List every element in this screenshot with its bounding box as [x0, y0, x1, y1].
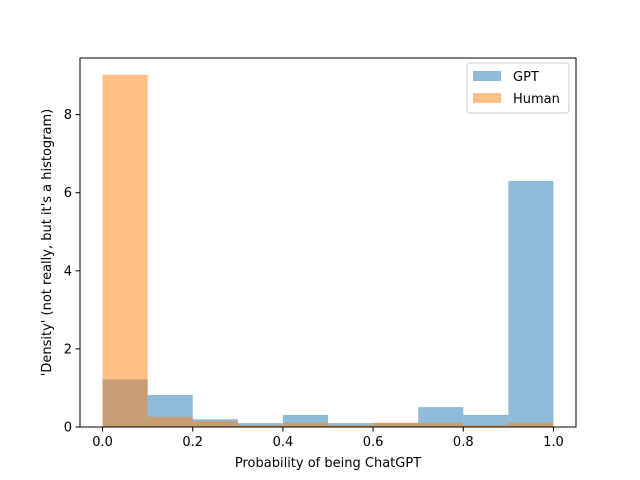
x-tick-label: 0.0 — [92, 435, 113, 450]
x-axis-ticks: 0.0 0.2 0.4 0.6 0.8 1.0 — [92, 427, 564, 450]
y-axis-ticks: 0 2 4 6 8 — [64, 108, 80, 436]
x-tick-label: 0.8 — [453, 435, 474, 450]
y-tick-label: 8 — [64, 108, 72, 123]
bar-human-bin-0 — [102, 74, 148, 428]
bar-gpt-bin-7 — [418, 407, 464, 427]
bar-human-bin-4 — [282, 422, 328, 427]
legend-label-human: Human — [513, 92, 560, 107]
legend-swatch-human — [473, 93, 501, 103]
bar-gpt-bin-9 — [508, 181, 554, 427]
bar-human-bin-3 — [237, 425, 283, 427]
x-tick-label: 0.6 — [363, 435, 384, 450]
histogram-bars — [102, 74, 554, 428]
y-tick-label: 0 — [64, 421, 72, 436]
bar-gpt-bin-8 — [463, 414, 509, 427]
bar-human-bin-7 — [418, 422, 464, 427]
bar-human-bin-6 — [373, 422, 419, 427]
bar-human-bin-2 — [192, 421, 238, 427]
bar-human-bin-5 — [328, 425, 374, 427]
legend: GPT Human — [466, 62, 570, 114]
y-tick-label: 2 — [64, 342, 72, 357]
x-axis-label: Probability of being ChatGPT — [235, 456, 421, 471]
bar-human-bin-8 — [463, 425, 509, 427]
x-tick-label: 1.0 — [543, 435, 564, 450]
x-tick-label: 0.2 — [182, 435, 203, 450]
bar-human-bin-1 — [147, 416, 193, 427]
bar-human-bin-9 — [508, 422, 554, 427]
axes-frame — [79, 57, 577, 428]
y-tick-label: 4 — [64, 264, 72, 279]
legend-label-gpt: GPT — [513, 70, 539, 85]
y-axis-label: 'Density' (not really, but it's a histog… — [40, 109, 55, 376]
y-tick-label: 6 — [64, 186, 72, 201]
x-tick-label: 0.4 — [273, 435, 294, 450]
legend-swatch-gpt — [473, 71, 501, 81]
